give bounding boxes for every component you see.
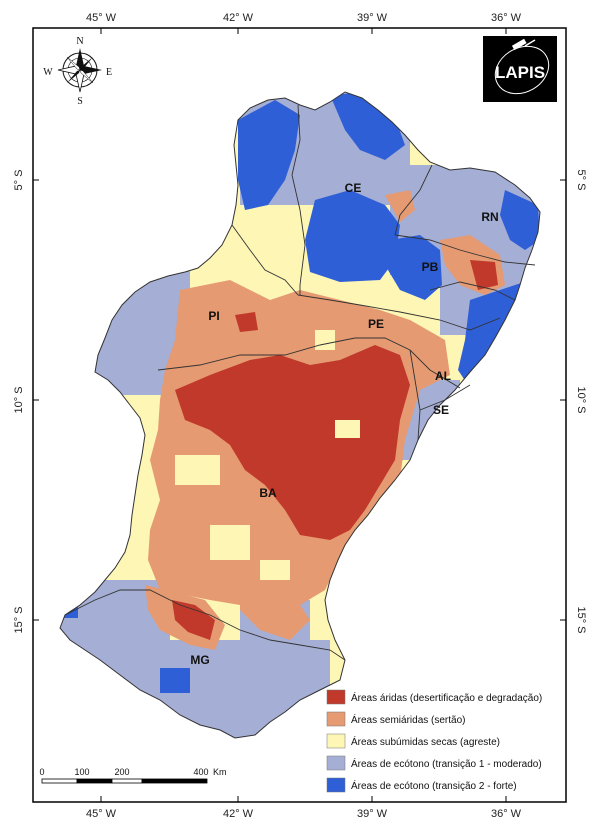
legend-label: Áreas áridas (desertificação e degradaçã… — [351, 691, 542, 704]
right-tick-label: 10° S — [575, 386, 587, 413]
state-label-al: AL — [435, 369, 451, 383]
top-tick-label: 42° W — [223, 12, 254, 24]
scale-tick-label: 400 — [193, 767, 208, 777]
logo-text: LAPIS — [495, 63, 545, 82]
legend-label: Áreas de ecótono (transição 1 - moderado… — [351, 757, 542, 770]
region-outline — [59, 91, 541, 739]
state-label-mg: MG — [190, 653, 209, 667]
state-label-se: SE — [433, 403, 449, 417]
legend-swatch — [326, 755, 346, 771]
scale-tick-label: 0 — [39, 767, 44, 777]
state-label-ba: BA — [259, 486, 277, 500]
bottom-tick-label: 36° W — [491, 808, 522, 820]
legend-label: Áreas subúmidas secas (agreste) — [351, 735, 500, 748]
legend-swatch — [326, 777, 346, 793]
left-tick-label: 10° S — [13, 386, 25, 413]
scale-bar — [41, 778, 208, 784]
compass-rose-icon — [57, 48, 102, 93]
state-label-ce: CE — [345, 181, 362, 195]
scale-unit: Km — [213, 767, 227, 777]
left-tick-label: 15° S — [13, 606, 25, 633]
right-tick-label: 15° S — [575, 606, 587, 633]
state-borders — [64, 104, 536, 661]
top-tick-label: 45° W — [86, 12, 117, 24]
legend-swatch — [326, 733, 346, 749]
top-tick-label: 39° W — [357, 12, 388, 24]
bottom-tick-label: 42° W — [223, 808, 254, 820]
scale-tick-label: 200 — [114, 767, 129, 777]
left-tick-label: 5° S — [13, 170, 25, 191]
bottom-tick-label: 39° W — [357, 808, 388, 820]
state-label-pe: PE — [368, 317, 384, 331]
compass-e: E — [106, 67, 112, 78]
legend-swatch — [326, 689, 346, 705]
scale-tick-label: 100 — [74, 767, 89, 777]
state-label-pb: PB — [422, 260, 439, 274]
graticule-ticks — [33, 28, 566, 802]
right-tick-label: 5° S — [575, 170, 587, 191]
compass-s: S — [77, 96, 83, 107]
legend-swatch — [326, 711, 346, 727]
compass-n: N — [76, 36, 83, 47]
state-label-pi: PI — [208, 309, 219, 323]
compass-w: W — [43, 67, 53, 78]
bottom-tick-label: 45° W — [86, 808, 117, 820]
top-tick-label: 36° W — [491, 12, 522, 24]
legend-label: Áreas semiáridas (sertão) — [351, 713, 465, 726]
lapis-logo: LAPIS — [483, 36, 557, 102]
state-label-rn: RN — [481, 210, 498, 224]
legend: Áreas áridas (desertificação e degradaçã… — [326, 689, 542, 793]
legend-label: Áreas de ecótono (transição 2 - forte) — [351, 779, 517, 792]
